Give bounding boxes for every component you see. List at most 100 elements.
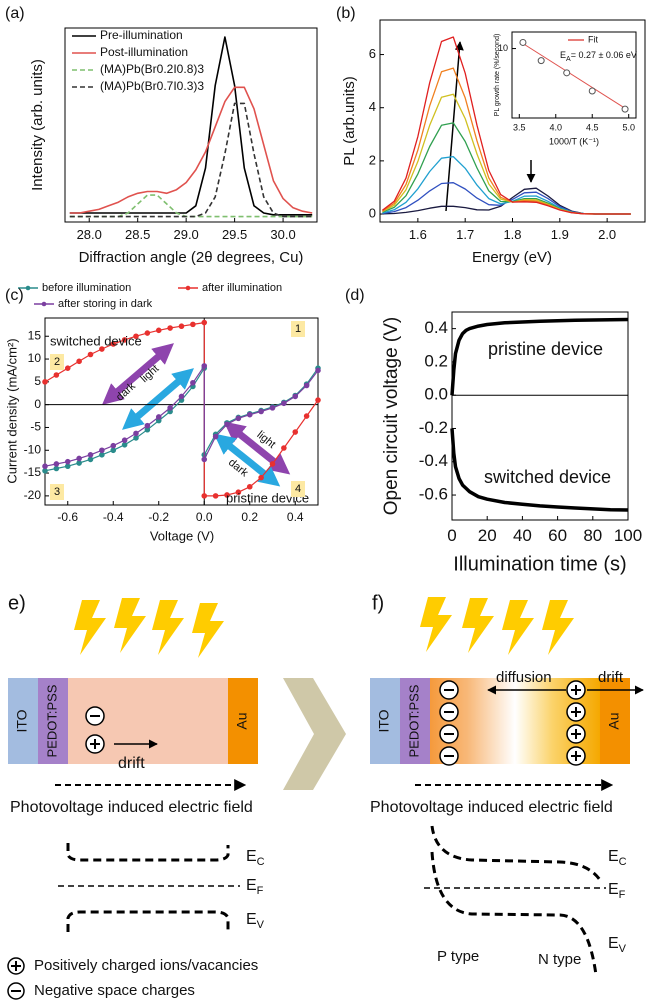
valence-band: [430, 851, 598, 976]
y-tick-label: -20: [24, 488, 42, 502]
quadrant-label: 2: [54, 356, 60, 368]
series-line: [382, 36, 631, 215]
y-axis-label: PL (arb.units): [341, 76, 358, 165]
panel-label: (b): [336, 5, 356, 22]
chart: 0 20 40 60 80 100 -0.6 -0.4 -0.2 0.0 0.2 0.4 Illumin…: [345, 287, 642, 575]
band-subscript: C: [257, 856, 265, 868]
panel-label: (a): [5, 5, 25, 22]
data-point: [121, 337, 128, 343]
annotation: switched device: [50, 333, 142, 348]
data-point: [315, 397, 321, 403]
bolt: [542, 600, 574, 655]
pedot-layer: [400, 678, 430, 764]
data-point: [537, 57, 545, 65]
data-point: [201, 319, 208, 326]
data-point: [76, 358, 82, 365]
data-point: [76, 455, 82, 462]
data-point: [53, 465, 60, 472]
x-tick-label: -0.2: [148, 510, 169, 524]
data-point: [110, 341, 117, 347]
y-tick-label: -0.4: [419, 451, 448, 470]
y-tick-label: 5: [34, 374, 41, 388]
data-point: [87, 351, 94, 358]
data-point: [588, 87, 596, 95]
data-point: [155, 327, 162, 334]
x-tick-label: 4.0: [550, 123, 563, 133]
data-point: [224, 421, 230, 428]
data-point: [76, 460, 82, 466]
y-tick-label: -10: [24, 442, 42, 456]
pedot-layer: [38, 678, 68, 764]
series-line: [382, 155, 631, 215]
x-axis-label: Voltage (V): [150, 528, 214, 543]
field-label: Photovoltage induced electric field: [10, 799, 253, 816]
band-label: EC: [246, 848, 265, 868]
annotation: pristine device: [226, 490, 309, 505]
data-point: [144, 422, 151, 429]
positive-charge: [85, 734, 105, 754]
series-line: [44, 322, 319, 497]
data-point: [201, 363, 208, 369]
data-point: [201, 456, 208, 463]
legend-marker: [185, 285, 191, 291]
x-tick-label: 3.5: [513, 123, 526, 133]
conduction-band: [66, 843, 230, 862]
data-point: [246, 411, 253, 418]
y-tick-label: 6: [369, 46, 376, 61]
legend-label: Fit: [588, 34, 598, 44]
quadrant-box: [291, 321, 305, 337]
layer-label: PEDOT:PSS: [406, 684, 421, 757]
data-point: [99, 346, 105, 352]
layer-label: ITO: [14, 709, 30, 732]
x-axis-label: 1000/T (K⁻¹): [549, 136, 599, 146]
data-point: [281, 400, 287, 407]
band-symbol: E: [246, 877, 257, 894]
band-label: EV: [608, 935, 627, 955]
x-tick-label: 100: [614, 526, 642, 545]
x-tick-label: 0.2: [241, 510, 258, 524]
bolt: [420, 597, 452, 652]
x-tick-label: 2.0: [598, 227, 616, 242]
x-tick-label: 0: [447, 526, 456, 545]
data-point: [563, 69, 571, 77]
data-point: [303, 413, 310, 419]
data-point: [292, 429, 299, 435]
sunlight: [74, 598, 224, 658]
chart: 3.5 4.0 4.5 5.0 10 Fit 1000/T (K⁻¹) PL growth r…: [494, 31, 637, 146]
band-label: EC: [608, 848, 627, 868]
layer-label: Au: [234, 712, 250, 729]
band-symbol: E: [246, 848, 257, 865]
series-line: [450, 317, 629, 396]
legend-label: after illumination: [202, 282, 282, 294]
data-point: [292, 393, 299, 400]
fit-symbol: E: [560, 50, 566, 60]
y-axis-label: PL growth rate (%/second): [494, 34, 501, 117]
quadrant-label: 3: [54, 486, 60, 498]
transition-arrow: [283, 678, 346, 790]
x-tick-label: 5.0: [622, 123, 635, 133]
legend-label: after storing in dark: [58, 298, 153, 310]
data-point: [303, 382, 310, 389]
x-tick-label: 40: [513, 526, 532, 545]
y-tick-label: 0.0: [424, 385, 448, 404]
legend-marker: [41, 301, 47, 307]
data-point: [167, 325, 173, 331]
band-symbol: E: [608, 935, 619, 952]
legend-label: Pre-illumination: [100, 28, 183, 42]
data-point: [167, 405, 173, 411]
legend-label: (MA)Pb(Br0.7I0.3)3: [100, 79, 204, 93]
x-axis-label: Illumination time (s): [453, 553, 626, 575]
negative-charge: [85, 706, 105, 726]
data-point: [212, 493, 219, 499]
fit-subscript: A: [566, 56, 571, 63]
ito-layer: [8, 678, 38, 764]
data-point: [144, 330, 151, 336]
band-label: EF: [608, 881, 626, 901]
plot-frame: [451, 311, 629, 521]
plot-frame: [64, 27, 318, 223]
data-point: [178, 393, 185, 400]
plot-frame: [511, 31, 637, 119]
chart: -0.6 -0.4 -0.2 0.0 0.2 0.4 -20 -15 -10 -5 0 5 10 15 be…: [4, 282, 321, 543]
layer-label: Au: [606, 712, 622, 729]
